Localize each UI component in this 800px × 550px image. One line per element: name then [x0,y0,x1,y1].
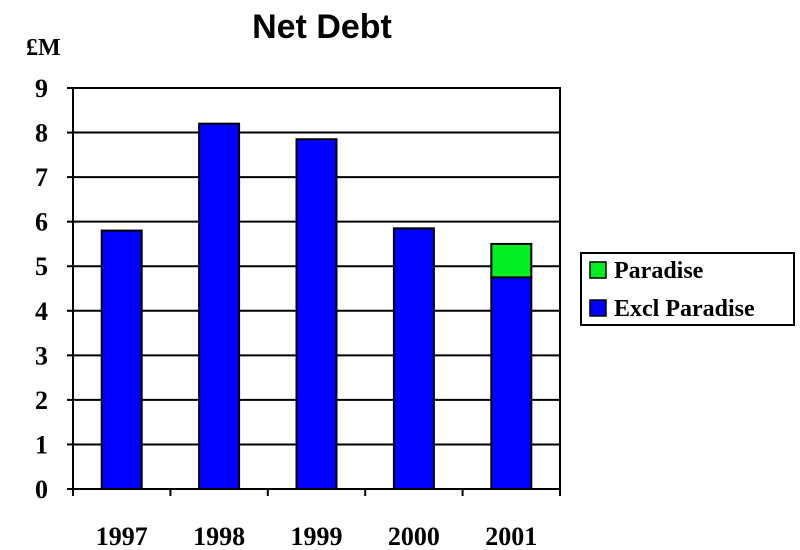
y-tick-label-6: 6 [35,208,48,237]
y-tick-label-4: 4 [35,297,48,326]
y-tick-label-7: 7 [35,163,48,192]
chart-title: Net Debt [252,8,392,46]
y-axis-unit-label: £M [26,35,61,61]
x-axis-ticks: 1997 1998 1999 2000 2001 [72,489,561,550]
y-tick-label-2: 2 [35,386,48,415]
y-tick-label-0: 0 [35,475,48,504]
y-tick-label-3: 3 [35,341,48,370]
x-tick-label-1998: 1998 [193,522,245,550]
legend-box [580,252,795,326]
y-tick-label-8: 8 [35,119,48,148]
y-tick-label-9: 9 [35,74,48,103]
x-tick-label-1997: 1997 [96,522,148,550]
bar-excl-paradise-1998 [198,122,241,491]
legend-swatch-paradise [589,261,607,279]
legend-label-excl-paradise: Excl Paradise [614,296,755,322]
bar-excl-paradise-1999 [295,138,338,490]
x-tick-label-1999: 1999 [291,522,343,550]
legend: Paradise Excl Paradise [580,252,795,326]
legend-swatch-excl-paradise [589,299,607,317]
bar-excl-paradise-2000 [392,227,435,490]
x-tick-label-2001: 2001 [485,522,537,550]
legend-label-paradise: Paradise [614,258,704,284]
x-tick-label-2000: 2000 [388,522,440,550]
bar-excl-paradise-2001 [490,276,533,490]
bar-excl-paradise-1997 [100,229,143,490]
bar-paradise-2001 [490,242,533,279]
y-tick-label-5: 5 [35,252,48,281]
y-tick-label-1: 1 [35,430,48,459]
y-axis-ticks: 0 1 2 3 4 5 6 7 8 9 [35,74,73,504]
bars [100,122,533,491]
